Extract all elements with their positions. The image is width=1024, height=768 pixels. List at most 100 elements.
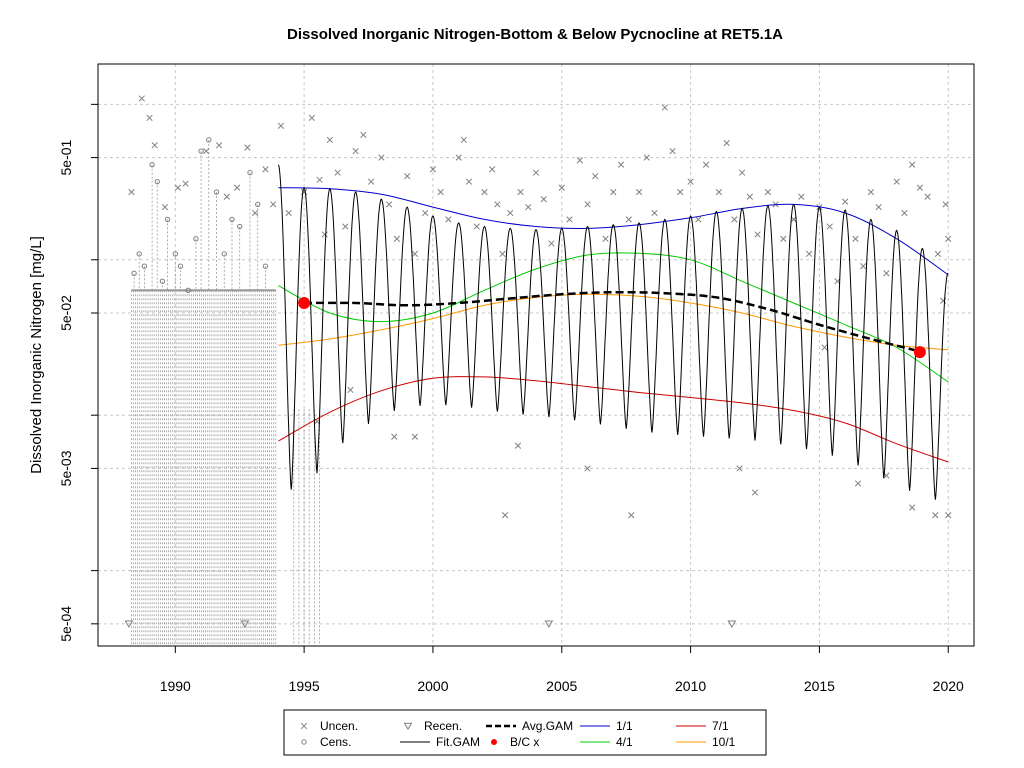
uncensored-point	[525, 203, 532, 211]
uncensored-point	[548, 240, 555, 247]
uncensored-point	[342, 223, 349, 230]
uncensored-point	[437, 188, 444, 196]
series-line-41	[278, 252, 949, 383]
uncensored-point	[754, 231, 761, 238]
x-tick-label: 2015	[804, 678, 835, 694]
legend-label: 10/1	[712, 735, 736, 749]
uncensored-point	[798, 193, 805, 200]
censored-point	[177, 263, 184, 269]
uncensored-point	[465, 178, 473, 185]
x-tick-label: 1990	[160, 678, 191, 694]
censored-point	[213, 189, 220, 195]
uncensored-point	[277, 122, 285, 130]
censored-point	[136, 251, 142, 257]
uncensored-point	[326, 136, 334, 144]
uncensored-point	[146, 114, 153, 122]
uncensored-point	[174, 184, 182, 191]
uncensored-point	[321, 231, 328, 238]
uncensored-point	[635, 188, 643, 196]
uncensored-point	[942, 201, 949, 208]
uncensored-point	[223, 193, 230, 200]
uncensored-point	[736, 465, 743, 472]
uncensored-point	[244, 144, 251, 151]
uncensored-point	[316, 176, 323, 183]
censored-point	[131, 270, 137, 277]
uncensored-point	[875, 203, 882, 211]
uncensored-point	[576, 157, 583, 164]
censored-point	[247, 169, 253, 176]
uncensored-point	[592, 172, 599, 180]
uncensored-point	[499, 250, 506, 258]
legend-label: Uncen.	[320, 719, 358, 733]
uncensored-point	[901, 209, 908, 217]
uncensored-point	[821, 344, 828, 351]
uncensored-point	[532, 169, 540, 176]
uncensored-point	[182, 180, 189, 187]
series-line-101	[278, 293, 949, 351]
uncensored-point	[723, 139, 730, 147]
uncensored-point	[909, 504, 916, 511]
uncensored-point	[584, 465, 591, 472]
censored-point	[193, 236, 199, 242]
series-fit-gam	[277, 164, 949, 500]
uncensored-point	[252, 209, 259, 217]
legend-item: Uncen.	[300, 719, 358, 733]
uncensored-point	[215, 142, 223, 149]
recensored-points	[124, 620, 737, 628]
uncensored-point	[411, 250, 419, 258]
recensored-point	[727, 620, 737, 628]
x-tick-label: 2005	[546, 678, 577, 694]
censored-point	[164, 216, 171, 223]
legend-box: Uncen. Cens. Recen. Fit.GAM Avg.GAM B/C x 1/1 4…	[283, 709, 767, 756]
uncensored-point	[677, 188, 684, 196]
chart-title: Dissolved Inorganic Nitrogen-Bottom & Be…	[287, 26, 783, 43]
censored-point	[255, 201, 261, 208]
legend-symbol	[301, 739, 307, 745]
uncensored-point	[203, 147, 210, 155]
y-tick-label: 5e-04	[58, 606, 74, 642]
series-line-avggam	[304, 290, 923, 354]
uncensored-point	[138, 95, 145, 102]
legend-symbol	[491, 739, 497, 745]
censored-drop-lines	[131, 289, 320, 646]
uncensored-point	[651, 209, 658, 217]
censored-point	[159, 278, 166, 284]
legend-label: Cens.	[320, 735, 351, 749]
uncensored-point	[805, 250, 813, 258]
censored-point	[237, 223, 243, 230]
bc-point	[913, 346, 926, 359]
uncensored-points	[128, 95, 952, 519]
legend-label: Avg.GAM	[522, 719, 573, 733]
legend-label: 7/1	[712, 719, 729, 733]
censored-point	[185, 287, 191, 293]
uncensored-point	[751, 489, 759, 496]
uncensored-point	[233, 184, 241, 191]
bc-point	[298, 296, 311, 309]
legend-item: 4/1	[580, 735, 633, 749]
uncensored-point	[404, 172, 411, 180]
uncensored-point	[360, 131, 367, 139]
uncensored-point	[945, 235, 952, 242]
legend-item: Recen.	[403, 719, 462, 733]
uncensored-point	[308, 114, 316, 122]
x-tick-label: 2000	[417, 678, 448, 694]
uncensored-point	[932, 512, 939, 519]
uncensored-point	[852, 235, 859, 242]
uncensored-point	[514, 442, 522, 449]
uncensored-point	[473, 223, 480, 230]
uncensored-point	[854, 480, 862, 487]
legend-label: 4/1	[616, 735, 633, 749]
uncensored-point	[731, 216, 738, 223]
uncensored-point	[352, 147, 359, 155]
uncensored-point	[566, 216, 573, 223]
y-axis-label: Dissolved Inorganic Nitrogen [mg/L]	[28, 236, 45, 474]
uncensored-point	[617, 161, 625, 168]
uncensored-point	[507, 209, 514, 217]
uncensored-point	[367, 178, 375, 185]
uncensored-point	[445, 216, 452, 223]
uncensored-point	[391, 433, 398, 440]
series-lines	[277, 164, 949, 500]
legend-label: Fit.GAM	[436, 735, 480, 749]
legend-symbol	[300, 722, 308, 730]
uncensored-point	[628, 512, 635, 519]
